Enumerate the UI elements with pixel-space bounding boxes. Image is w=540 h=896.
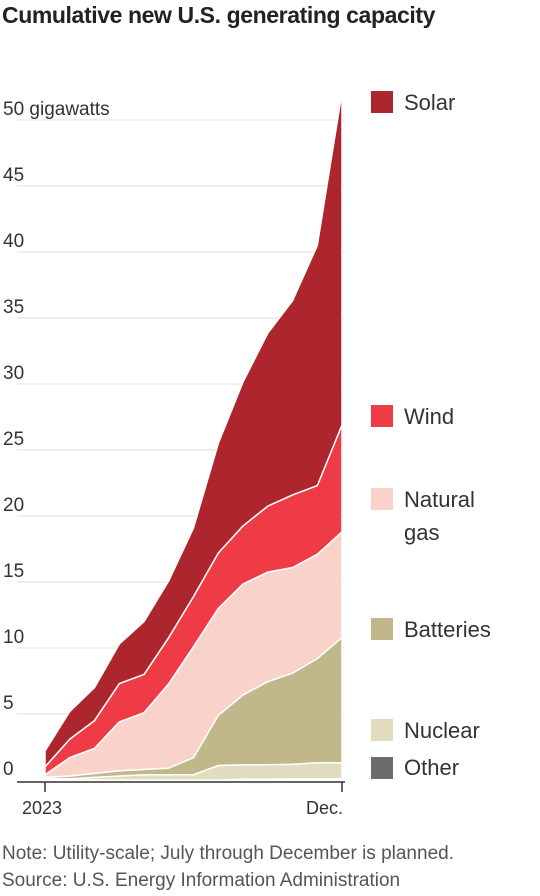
legend-item-other: Other: [371, 755, 459, 780]
y-axis-ticks: 0 5 10 15 20 25 30 35 40 45 50 gigawatts: [3, 99, 110, 780]
legend-item-nuclear: Nuclear: [371, 718, 480, 743]
y-tick-label: 50 gigawatts: [3, 99, 110, 120]
y-tick-label: 40: [3, 231, 24, 252]
y-tick-label: 0: [3, 759, 14, 780]
y-tick-label: 15: [3, 561, 24, 582]
legend-label-batteries: Batteries: [404, 617, 491, 642]
area-chart: 0 5 10 15 20 25 30 35 40 45 50 gigawatts 2023 Dec.…: [3, 90, 491, 818]
legend-item-batteries: Batteries: [371, 617, 491, 642]
legend-label-solar: Solar: [404, 90, 455, 115]
legend-swatch-natural-gas: [371, 488, 393, 510]
legend-label-other: Other: [404, 755, 459, 780]
y-tick-label: 35: [3, 297, 24, 318]
legend-swatch-solar: [371, 91, 393, 113]
y-tick-label: 10: [3, 627, 24, 648]
legend-label-wind: Wind: [404, 404, 454, 429]
area-solar: [44, 91, 343, 768]
legend: Solar Wind Natural gas Batteries Nuclear…: [371, 90, 491, 780]
legend-swatch-other: [371, 757, 393, 779]
stacked-areas: [44, 91, 343, 781]
legend-item-wind: Wind: [371, 404, 454, 429]
legend-swatch-batteries: [371, 618, 393, 640]
legend-swatch-nuclear: [371, 719, 393, 741]
y-tick-label: 5: [3, 693, 14, 714]
legend-label-nuclear: Nuclear: [404, 718, 480, 743]
legend-label-natural-gas-line2: gas: [404, 520, 439, 545]
x-tick-label-start: 2023: [22, 798, 62, 818]
legend-label-natural-gas-line1: Natural: [404, 487, 475, 512]
chart-title: Cumulative new U.S. generating capacity: [2, 2, 436, 28]
x-axis: 2023 Dec.: [17, 781, 345, 818]
chart-footer: Note: Utility-scale; July through Decemb…: [2, 840, 454, 894]
footer-note: Note: Utility-scale; July through Decemb…: [2, 843, 454, 864]
footer-source: Source: U.S. Energy Information Administ…: [2, 870, 401, 891]
y-tick-label: 20: [3, 495, 24, 516]
legend-item-natural-gas: Natural gas: [371, 487, 475, 545]
legend-item-solar: Solar: [371, 90, 455, 115]
y-tick-label: 30: [3, 363, 24, 384]
legend-swatch-wind: [371, 405, 393, 427]
y-tick-label: 25: [3, 429, 24, 450]
x-tick-label-end: Dec.: [306, 798, 343, 818]
y-tick-label: 45: [3, 165, 24, 186]
